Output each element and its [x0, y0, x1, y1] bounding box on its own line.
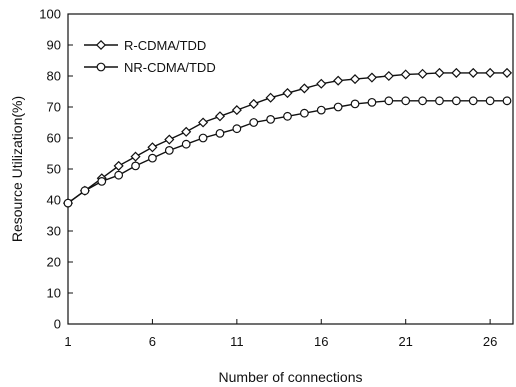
- circle-marker: [96, 62, 106, 72]
- diamond-marker: [501, 67, 513, 78]
- circle-marker: [299, 108, 309, 118]
- circle-marker: [198, 133, 208, 143]
- y-tick-label: 50: [47, 162, 61, 177]
- diamond-marker: [417, 68, 428, 79]
- diamond-marker: [434, 67, 445, 78]
- legend-entry: NR-CDMA/TDD: [124, 60, 216, 75]
- diamond-marker: [95, 39, 107, 51]
- diamond-marker: [366, 72, 377, 83]
- y-tick-label: 40: [47, 193, 61, 208]
- x-tick-label: 16: [314, 334, 328, 349]
- diamond-marker: [485, 67, 496, 78]
- circle-marker: [384, 96, 394, 106]
- circle-marker: [367, 97, 377, 107]
- circle-marker: [401, 96, 411, 106]
- diamond-marker: [383, 70, 394, 82]
- circle-marker: [80, 186, 90, 196]
- diamond-marker: [181, 126, 192, 137]
- y-tick-label: 80: [47, 69, 61, 84]
- chart-legend: R-CDMA/TDD NR-CDMA/TDD: [84, 38, 216, 75]
- diamond-marker: [248, 98, 259, 109]
- y-tick-label: 10: [47, 286, 61, 301]
- diamond-marker: [400, 69, 411, 80]
- y-tick-label: 70: [47, 100, 61, 115]
- circle-marker: [215, 128, 225, 138]
- circle-marker: [266, 114, 276, 124]
- diamond-marker: [265, 92, 276, 103]
- circle-marker: [97, 176, 107, 186]
- x-tick-label: 1: [64, 334, 71, 349]
- y-tick-label: 60: [47, 131, 61, 146]
- circle-marker: [181, 139, 191, 149]
- circle-marker: [114, 170, 124, 180]
- diamond-marker: [349, 74, 361, 85]
- diamond-marker: [451, 67, 462, 78]
- diamond-marker: [147, 142, 158, 153]
- x-tick-label: 21: [398, 334, 412, 349]
- circle-marker: [249, 118, 259, 127]
- diamond-marker: [316, 78, 327, 89]
- x-tick-label: 26: [483, 334, 497, 349]
- diamond-marker: [164, 134, 175, 145]
- diamond-marker: [231, 105, 242, 116]
- diamond-marker: [299, 83, 310, 94]
- circle-marker: [283, 111, 292, 121]
- y-tick-label: 100: [39, 7, 61, 22]
- circle-marker: [164, 145, 174, 155]
- y-axis-label: Resource Utilization(%): [9, 96, 25, 242]
- circle-marker: [350, 99, 360, 109]
- diamond-marker: [333, 75, 344, 86]
- circle-marker: [435, 96, 444, 106]
- circle-marker: [131, 161, 140, 171]
- diamond-marker: [130, 151, 141, 162]
- circle-marker: [502, 96, 512, 106]
- y-tick-label: 30: [47, 224, 61, 239]
- y-tick-label: 20: [47, 255, 61, 270]
- diamond-marker: [282, 88, 293, 99]
- chart-series: [62, 67, 513, 209]
- diamond-marker: [214, 111, 226, 122]
- circle-marker: [148, 153, 157, 163]
- circle-marker: [418, 96, 427, 106]
- circle-marker: [485, 96, 495, 106]
- legend-entry: R-CDMA/TDD: [124, 38, 206, 53]
- y-tick-label: 0: [54, 317, 61, 332]
- circle-marker: [63, 198, 73, 208]
- circle-marker: [451, 96, 461, 106]
- x-tick-label: 11: [230, 334, 244, 349]
- diamond-marker: [198, 117, 209, 128]
- diamond-marker: [113, 160, 124, 171]
- x-tick-label: 6: [149, 334, 156, 349]
- circle-marker: [232, 124, 242, 134]
- circle-marker: [333, 102, 343, 112]
- circle-marker: [316, 105, 326, 115]
- diamond-marker: [468, 67, 479, 78]
- circle-marker: [468, 96, 478, 106]
- y-tick-label: 90: [47, 38, 61, 53]
- x-axis-label: Number of connections: [219, 369, 363, 385]
